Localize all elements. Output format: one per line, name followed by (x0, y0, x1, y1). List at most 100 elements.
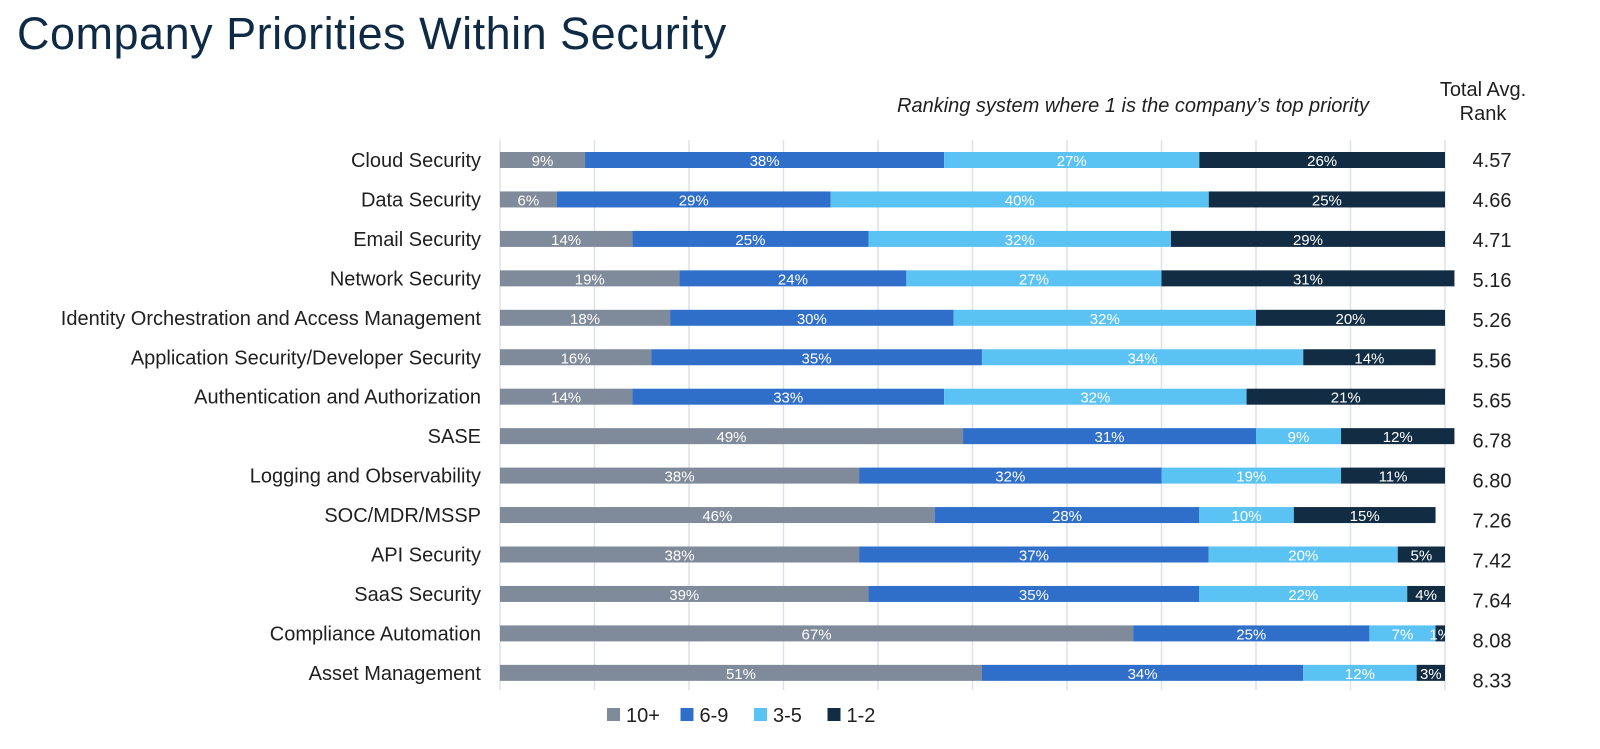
legend-swatch (607, 708, 620, 721)
chart-title: Company Priorities Within Security (17, 8, 727, 59)
data-label: 16% (561, 350, 591, 367)
bar-segment (1293, 507, 1436, 524)
legend-label: 10+ (626, 705, 660, 727)
data-label: 9% (1288, 429, 1310, 446)
avg-rank-value: 7.64 (1473, 591, 1512, 613)
legend: 10+ 6-9 3-5 1-2 (607, 705, 875, 727)
data-label: 31% (1095, 429, 1125, 446)
data-label: 29% (679, 192, 709, 209)
bar-segment (500, 507, 935, 524)
data-label: 27% (1057, 153, 1087, 170)
legend-swatch (754, 708, 767, 721)
bar-segment (981, 664, 1304, 681)
bar-segment (500, 467, 860, 484)
category-label: Identity Orchestration and Access Manage… (61, 308, 482, 330)
bar-segment (632, 388, 945, 405)
bar-row: 51% 34% 12% 3% (500, 664, 1445, 683)
bar-segment (1341, 467, 1445, 484)
bar-row: 19% 24% 27% 31% (500, 270, 1455, 288)
data-label: 29% (1293, 232, 1323, 249)
data-label: 27% (1019, 271, 1049, 288)
bar-segment (868, 230, 1171, 247)
bar-segment (944, 152, 1200, 168)
bar-row: 46% 28% 10% 15% (500, 507, 1436, 525)
data-label: 22% (1288, 587, 1318, 604)
data-label: 51% (726, 666, 756, 683)
category-label: Email Security (353, 229, 481, 251)
bar-segment (500, 152, 586, 168)
data-label: 5% (1411, 548, 1433, 565)
category-label: Compliance Automation (270, 623, 481, 645)
bar-row: 49% 31% 9% 12% (500, 428, 1455, 446)
data-label: 37% (1019, 548, 1049, 565)
data-label: 24% (778, 271, 808, 288)
data-label: 38% (665, 469, 695, 486)
avg-rank-value: 4.66 (1473, 190, 1512, 212)
data-label: 26% (1307, 153, 1337, 170)
bar-segment (1161, 270, 1455, 287)
avg-rank-header-line-2: Rank (1459, 103, 1507, 125)
data-label: 32% (995, 469, 1025, 486)
data-label: 40% (1005, 192, 1035, 209)
category-label: API Security (371, 545, 481, 567)
data-label: 19% (575, 271, 605, 288)
bar-segment (1208, 546, 1398, 563)
category-label: Network Security (330, 268, 481, 290)
category-label: SASE (428, 426, 481, 448)
bar-segment (830, 191, 1209, 208)
data-label: 6% (518, 192, 540, 209)
category-label: Data Security (361, 189, 481, 211)
data-label: 35% (802, 350, 832, 367)
data-label: 35% (1019, 587, 1049, 604)
legend-item: 10+ (607, 705, 660, 727)
avg-rank-value: 5.65 (1473, 390, 1512, 412)
legend-label: 3-5 (773, 705, 802, 727)
bar-segment (500, 585, 869, 602)
data-label: 14% (1354, 350, 1384, 367)
data-label: 33% (773, 390, 803, 407)
data-label: 7% (1392, 626, 1414, 643)
bar-segment (1303, 664, 1417, 681)
avg-rank-value: 8.08 (1473, 631, 1512, 653)
data-label: 12% (1383, 429, 1413, 446)
bar-segment (1435, 625, 1445, 642)
bar-segment (934, 507, 1200, 524)
bar-row: 18% 30% 32% 20% (500, 309, 1445, 328)
bar-segment (1199, 152, 1445, 168)
bar-segment (1341, 428, 1455, 445)
bar-segment (1256, 309, 1445, 326)
legend-label: 1-2 (847, 705, 876, 727)
data-label: 30% (797, 311, 827, 328)
category-labels: Cloud Security Data Security Email Securit… (61, 150, 482, 685)
category-label: Logging and Observability (250, 466, 481, 488)
bar-segment (1170, 230, 1445, 247)
data-label: 12% (1345, 666, 1375, 683)
bar-segment (651, 349, 982, 366)
data-label: 25% (735, 232, 765, 249)
avg-rank-value: 7.42 (1473, 551, 1512, 573)
data-label: 25% (1236, 626, 1266, 643)
bar-segment (944, 388, 1247, 405)
avg-rank-value: 5.26 (1473, 310, 1512, 332)
data-label: 9% (532, 153, 554, 170)
bar-segment (500, 230, 633, 247)
legend-label: 6-9 (700, 705, 729, 727)
bars: 9% 38% 27% 26% 6% 29% 40% 25% 14% 25% 32% 29% 19% 24%… (500, 152, 1455, 683)
bar-segment (500, 625, 1134, 642)
bar-segment (500, 388, 633, 405)
legend-item: 1-2 (827, 705, 876, 727)
bar-segment (1161, 467, 1342, 484)
bar-segment (1256, 428, 1342, 445)
bar-segment (1133, 625, 1370, 642)
data-label: 3% (1420, 666, 1442, 683)
bar-segment (500, 349, 652, 366)
data-label: 14% (551, 390, 581, 407)
data-label: 34% (1128, 350, 1158, 367)
data-label: 15% (1350, 508, 1380, 525)
bar-segment (670, 309, 954, 326)
bar-segment (859, 467, 1162, 484)
bar-segment (1397, 546, 1445, 563)
bar-segment (500, 309, 671, 326)
data-label: 14% (551, 232, 581, 249)
